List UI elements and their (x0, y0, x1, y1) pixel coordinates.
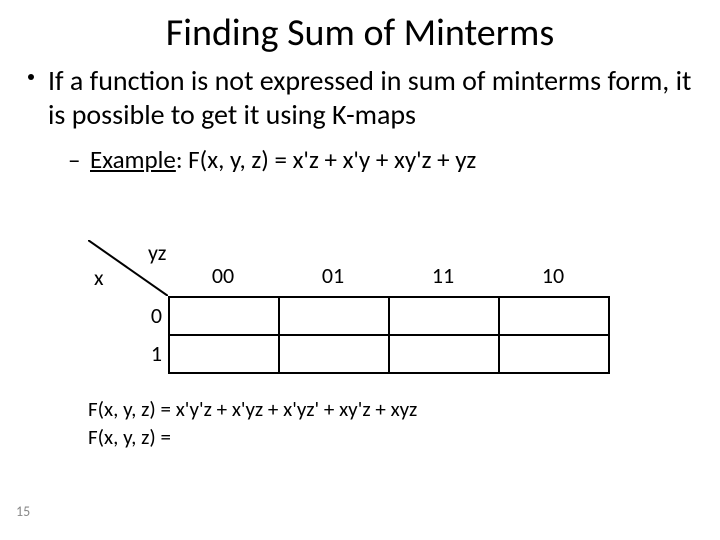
kmap-cell (169, 335, 279, 373)
kmap-row-var: x (94, 264, 104, 291)
kmap-row-header: 0 (142, 302, 162, 329)
bullet-main-text: If a function is not expressed in sum of… (48, 63, 691, 132)
kmap-cell (279, 335, 389, 373)
kmap-col-var: yz (148, 239, 166, 266)
kmap-cell (389, 297, 499, 335)
bullet-sub: – Example: F(x, y, z) = x'z + x'y + xy'z… (0, 131, 720, 175)
slide-title: Finding Sum of Minterms (0, 0, 720, 64)
kmap-col-header: 11 (388, 262, 498, 289)
kmap-col-header: 00 (168, 262, 278, 289)
kmap-row-header: 1 (142, 340, 162, 367)
result-line-2: F(x, y, z) = (88, 423, 417, 451)
result-block: F(x, y, z) = x'y'z + x'yz + x'yz' + xy'z… (88, 395, 417, 452)
kmap-cell (499, 335, 609, 373)
example-label: Example (90, 144, 176, 175)
slide-number: 15 (16, 503, 30, 520)
result-line-1: F(x, y, z) = x'y'z + x'yz + x'yz' + xy'z… (88, 395, 417, 423)
kmap-corner: yz x (88, 240, 168, 296)
bullet-dot (28, 74, 34, 80)
kmap-row (169, 335, 609, 373)
bullet-dash: – (68, 145, 80, 175)
example-text: : F(x, y, z) = x'z + x'y + xy'z + yz (176, 144, 476, 175)
kmap-row (169, 297, 609, 335)
kmap-cell (279, 297, 389, 335)
kmap-grid (168, 296, 610, 374)
kmap-cell (499, 297, 609, 335)
kmap-col-header: 01 (278, 262, 388, 289)
kmap-col-header: 10 (498, 262, 608, 289)
kmap-cell (389, 335, 499, 373)
bullet-main: If a function is not expressed in sum of… (0, 64, 720, 131)
kmap-cell (169, 297, 279, 335)
